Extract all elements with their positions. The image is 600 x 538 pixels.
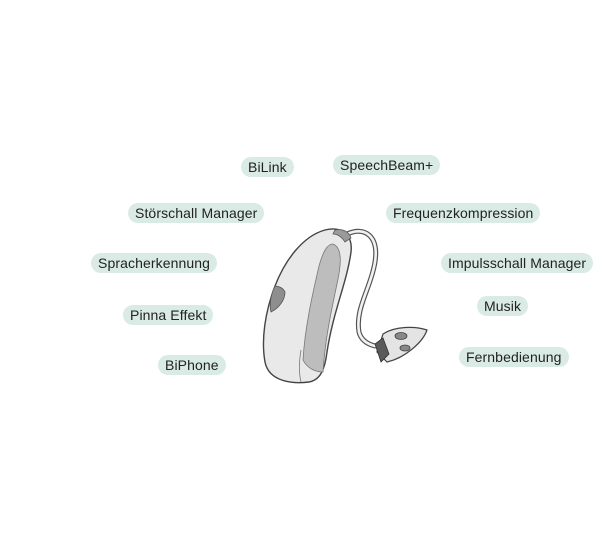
feature-label-pinna-effekt: Pinna Effekt — [123, 305, 214, 325]
feature-label-biphone: BiPhone — [158, 355, 226, 375]
feature-label-fernbedienung: Fernbedienung — [459, 347, 569, 367]
feature-label-musik: Musik — [477, 296, 529, 316]
hearing-aid-body — [262, 228, 352, 384]
feature-label-speechbeam: SpeechBeam+ — [333, 155, 441, 175]
feature-label-bilink: BiLink — [241, 157, 294, 177]
ear-dome — [374, 326, 428, 363]
feature-label-impulsschall-manager: Impulsschall Manager — [441, 253, 594, 273]
feature-label-stoerschall-manager: Störschall Manager — [128, 203, 265, 223]
feature-label-frequenzkompression: Frequenzkompression — [386, 203, 541, 223]
hearing-aid-icon — [262, 228, 428, 384]
feature-label-spracherkennung: Spracherkennung — [91, 253, 218, 273]
